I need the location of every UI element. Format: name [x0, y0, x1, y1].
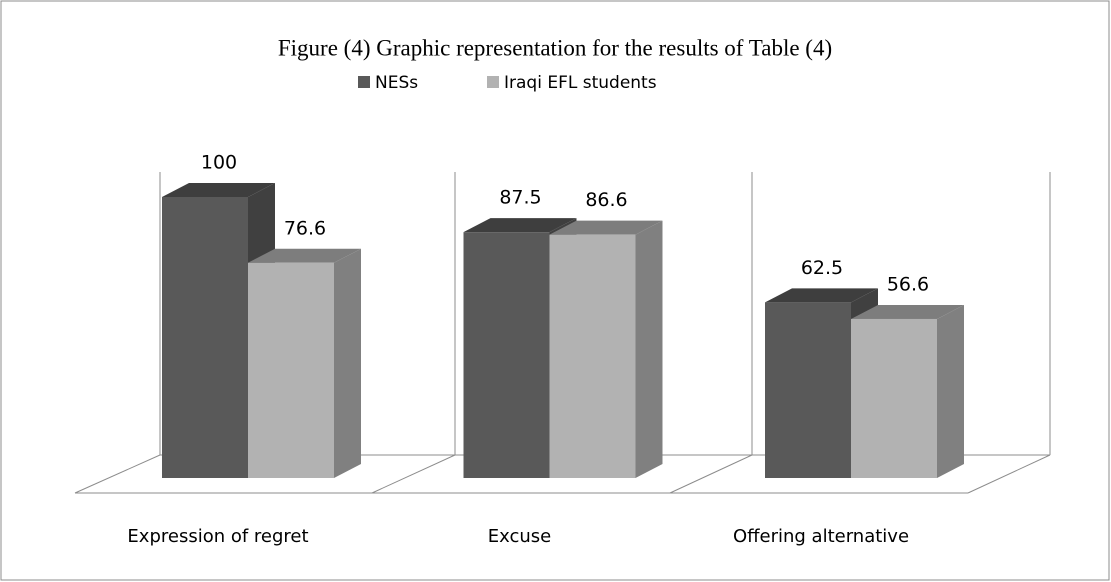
value-label: 62.5	[801, 257, 843, 279]
chart-title: Figure (4) Graphic representation for th…	[278, 35, 832, 60]
bar-front	[851, 318, 937, 478]
value-label: 76.6	[284, 217, 326, 239]
legend-swatch	[487, 76, 499, 88]
bar-front	[549, 234, 636, 478]
bar	[248, 248, 361, 478]
bar-side	[334, 248, 361, 478]
value-label: 87.5	[499, 187, 541, 209]
bar-side	[635, 220, 663, 479]
bar	[851, 304, 964, 478]
bar	[549, 220, 663, 479]
bar-front	[248, 262, 334, 478]
bar-top	[765, 288, 878, 303]
bar-front	[765, 302, 851, 478]
x-tick-label: Offering alternative	[733, 526, 909, 547]
bar-top	[549, 220, 663, 235]
legend-label: Iraqi EFL students	[504, 73, 657, 93]
x-tick-label: Expression of regret	[127, 526, 308, 547]
x-tick-label: Excuse	[488, 526, 551, 547]
bar-side	[937, 304, 964, 478]
bar-front	[162, 197, 248, 478]
back-walls	[159, 172, 1051, 455]
value-label: 100	[201, 152, 237, 174]
bar-top	[463, 218, 577, 233]
value-label: 56.6	[887, 273, 929, 295]
legend-swatch	[358, 76, 370, 88]
legend-label: NESs	[375, 73, 418, 93]
bar-top	[248, 248, 361, 263]
bar-top	[851, 304, 964, 319]
bar-top	[162, 183, 275, 197]
bar-front	[463, 232, 550, 478]
value-label: 86.6	[585, 189, 627, 211]
